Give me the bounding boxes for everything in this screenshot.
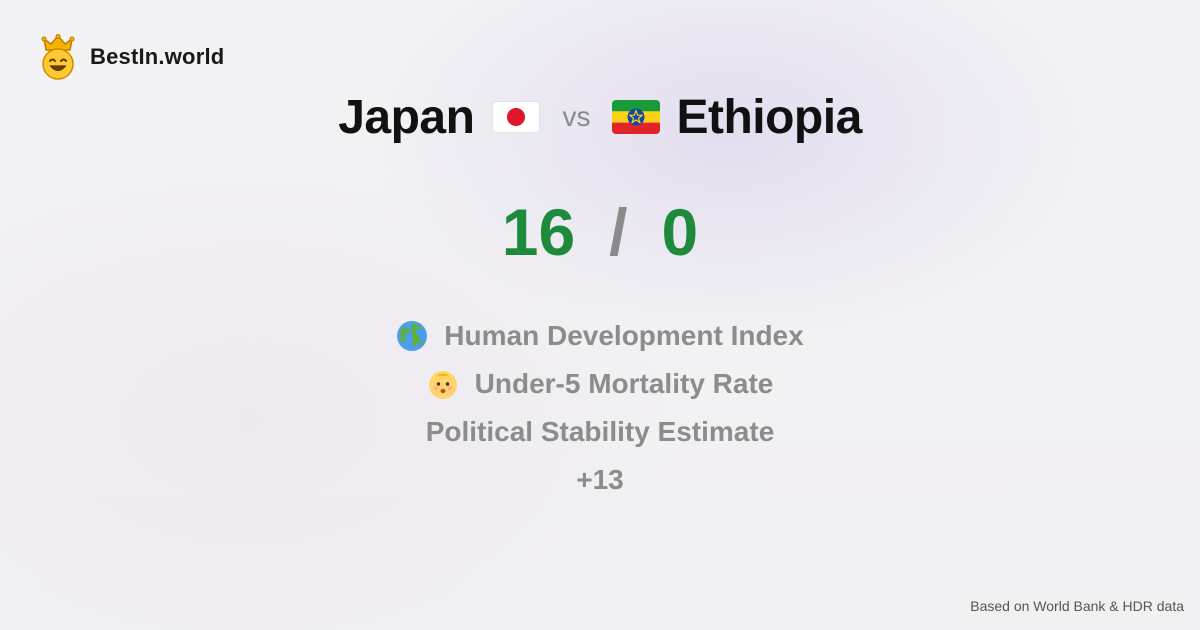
ethiopia-flag-icon bbox=[612, 100, 661, 134]
metric-item: Under-5 Mortality Rate bbox=[427, 360, 774, 408]
metric-label: Political Stability Estimate bbox=[425, 416, 775, 447]
metric-item: Human Development Index bbox=[396, 312, 804, 360]
brand-name: BestIn.world bbox=[90, 44, 225, 69]
score-a: 16 bbox=[501, 195, 576, 269]
japan-flag-icon bbox=[492, 101, 541, 133]
comparison-title: Japan vs Ethiopia bbox=[0, 84, 1200, 150]
metrics-list: Human Development Index Under-5 Mortalit… bbox=[0, 312, 1200, 504]
score-b: 0 bbox=[661, 195, 699, 269]
vs-label: vs bbox=[562, 101, 591, 132]
metric-label: +13 bbox=[576, 464, 624, 495]
baby-face-icon bbox=[428, 371, 457, 399]
metric-more-count: +13 bbox=[576, 456, 624, 504]
globe-icon bbox=[397, 321, 428, 351]
crowned-smiley-icon bbox=[41, 34, 75, 80]
metric-label: Under-5 Mortality Rate bbox=[474, 368, 774, 399]
country-b-name: Ethiopia bbox=[676, 90, 862, 144]
metric-item: Political Stability Estimate bbox=[426, 408, 775, 456]
score-separator: / bbox=[609, 195, 628, 269]
score: 16 / 0 bbox=[0, 192, 1200, 272]
metric-label: Human Development Index bbox=[444, 320, 804, 351]
country-a-name: Japan bbox=[338, 90, 475, 144]
brand[interactable]: BestIn.world bbox=[38, 34, 224, 80]
data-source-note: Based on World Bank & HDR data bbox=[970, 598, 1184, 614]
